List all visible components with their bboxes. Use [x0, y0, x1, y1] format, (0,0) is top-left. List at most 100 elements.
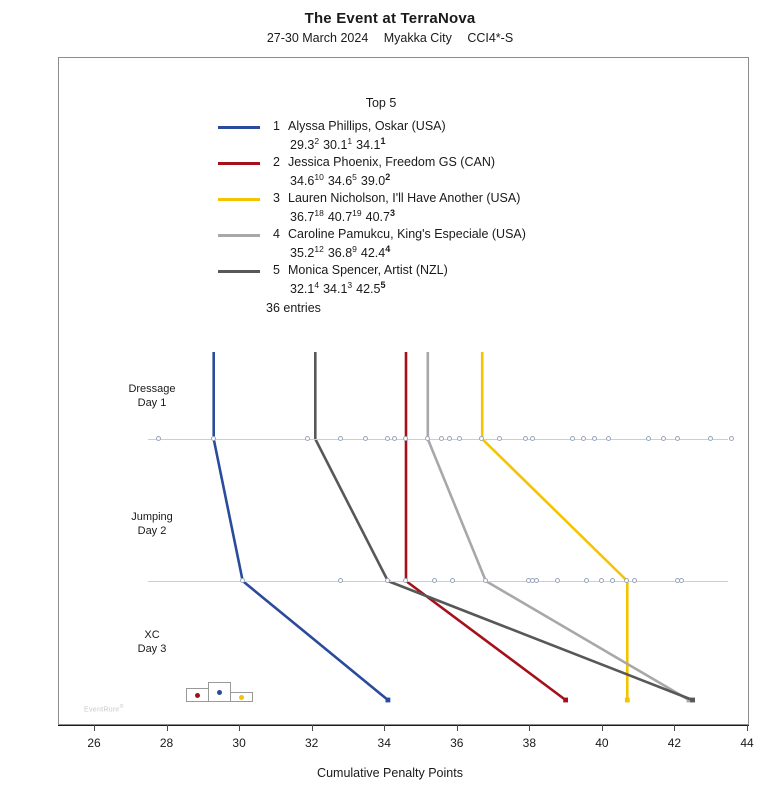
legend-score-place: 1 [347, 136, 353, 146]
field-score-dot [402, 578, 408, 583]
x-axis-label: Cumulative Penalty Points [317, 766, 463, 780]
legend-entry[interactable]: 2 Jessica Phoenix, Freedom GS (CAN) [218, 155, 548, 171]
legend-score-value: 34.610 [290, 172, 324, 189]
field-score-dot [591, 436, 597, 441]
legend-score-value: 39.02 [360, 172, 391, 189]
field-score-dot [598, 578, 604, 583]
watermark-logo: EventRunr® [84, 704, 124, 714]
podium-graphic [186, 679, 253, 709]
x-axis-tick-label: 26 [87, 736, 101, 750]
legend-score-value: 40.719 [327, 208, 362, 225]
entries-count: 36 entries [266, 301, 321, 315]
podium-silver-dot [239, 695, 244, 700]
x-axis-tick-label: 34 [377, 736, 391, 750]
rider-line-2[interactable] [404, 352, 568, 703]
field-score-dot [606, 436, 612, 441]
phase-label-jumping: Jumping Day 2 [102, 510, 202, 538]
legend-score-value: 42.44 [360, 244, 391, 261]
field-score-dot [675, 436, 681, 441]
rider-polyline [404, 352, 567, 702]
phase-day: Day 1 [137, 397, 167, 409]
field-score-dot [678, 578, 684, 583]
legend-rank: 5 [273, 263, 280, 277]
plot-frame [58, 57, 749, 725]
field-score-dot [392, 436, 398, 441]
rider-endpoint-marker [385, 697, 391, 703]
field-score-dot [432, 578, 437, 583]
legend-score-place: 2 [314, 136, 320, 146]
rider-line-3[interactable] [480, 352, 630, 703]
legend-score-value: 29.32 [290, 136, 320, 153]
phase-gridline [148, 581, 728, 582]
legend-rider-name: Monica Spencer, Artist (NZL) [288, 263, 448, 277]
legend-rank: 4 [273, 227, 280, 241]
rider-line-4[interactable] [426, 352, 692, 703]
phase-gridline [148, 439, 728, 440]
legend-rider-name: Jessica Phoenix, Freedom GS (CAN) [288, 155, 496, 169]
field-score-dot [384, 436, 390, 441]
field-score-dot [156, 436, 162, 441]
field-score-dot [660, 436, 666, 441]
field-score-dot [439, 436, 445, 441]
field-score-dot [529, 436, 535, 441]
legend-scores: 34.610 34.65 39.02 [290, 172, 548, 189]
x-axis-tick [384, 725, 386, 731]
field-score-dot [729, 436, 735, 441]
field-score-dot [450, 578, 456, 583]
field-score-dot [555, 578, 561, 583]
x-axis-tick [674, 725, 676, 731]
field-score-dot [210, 436, 216, 441]
event-class: CCI4*-S [467, 31, 514, 45]
phase-label-xc: XC Day 3 [102, 628, 202, 656]
legend-entry[interactable]: 1 Alyssa Phillips, Oskar (USA) [218, 119, 548, 135]
legend-score-place: 19 [352, 208, 362, 218]
x-axis-tick [529, 725, 531, 731]
field-score-dot [446, 436, 452, 441]
legend-entry[interactable]: 5 Monica Spencer, Artist (NZL) [218, 263, 548, 279]
field-score-dot [305, 436, 311, 441]
rider-line-5[interactable] [313, 352, 695, 703]
field-score-dot [479, 436, 485, 441]
legend-entry[interactable]: 3 Lauren Nicholson, I'll Have Another (US… [218, 191, 548, 207]
legend-score-value: 34.13 [323, 280, 353, 297]
legend-score-value: 36.718 [290, 208, 324, 225]
legend-rider-name: Lauren Nicholson, I'll Have Another (USA… [288, 191, 521, 205]
phase-day: Day 2 [137, 525, 167, 537]
x-axis-tick [601, 725, 603, 731]
rider-endpoint-marker [563, 697, 568, 703]
field-score-dot [522, 436, 528, 441]
x-axis-tick [747, 725, 748, 731]
field-score-dot [337, 436, 343, 441]
legend-color-swatch [218, 198, 260, 201]
plot-area: Dressage Day 1 Jumping Day 2 XC Day 3 EventRu… [58, 57, 749, 725]
legend-entry[interactable]: 4 Caroline Pamukcu, King's Especiale (USA… [218, 227, 548, 243]
legend-score-value: 34.65 [327, 172, 357, 189]
chart-subtitle: 27-30 March 2024 Myakka City CCI4*-S [0, 31, 780, 45]
field-score-dot [337, 578, 343, 583]
rider-endpoint-marker [686, 697, 692, 703]
legend-color-swatch [218, 162, 260, 165]
x-axis-tick-label: 28 [159, 736, 174, 750]
legend-scores: 32.14 34.13 42.55 [290, 280, 548, 297]
phase-label-dressage: Dressage Day 1 [102, 382, 202, 410]
event-venue: Myakka City [383, 31, 452, 45]
legend-color-swatch [218, 270, 260, 273]
legend-scores: 35.212 36.89 42.44 [290, 244, 548, 261]
field-score-dot [580, 436, 586, 441]
field-score-dot [482, 578, 488, 583]
series-lines [212, 352, 695, 703]
legend-rank: 3 [273, 191, 280, 205]
legend-scores: 29.32 30.11 34.11 [290, 136, 548, 153]
legend-score-place: 5 [352, 172, 357, 182]
legend: Top 5 1 Alyssa Phillips, Oskar (USA) 29.32… [218, 96, 548, 315]
x-axis-tick [94, 725, 95, 731]
x-axis-tick [239, 725, 241, 731]
field-score-dot [497, 436, 503, 441]
x-axis-tick-label: 32 [304, 736, 319, 750]
phase-name: Dressage [128, 383, 176, 395]
legend-score-place: 18 [314, 208, 324, 218]
x-axis-line [58, 725, 749, 726]
rider-line-1[interactable] [212, 352, 391, 703]
phase-name: XC [144, 629, 160, 641]
